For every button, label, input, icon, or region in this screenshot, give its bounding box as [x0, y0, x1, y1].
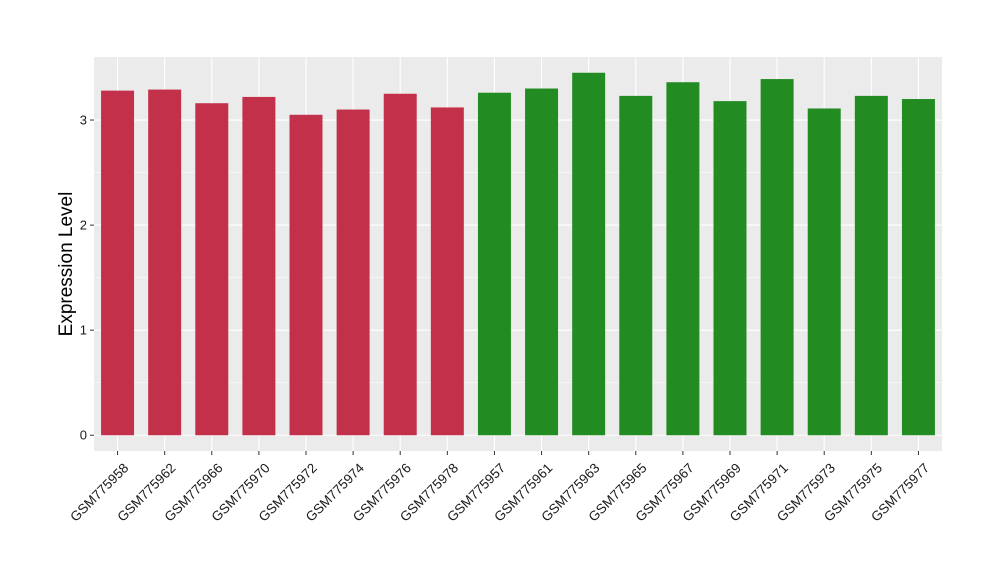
bar	[383, 93, 417, 436]
plot-panel	[94, 57, 942, 451]
bar	[195, 103, 229, 436]
bar	[619, 95, 653, 436]
y-axis: 0 1 2 3	[80, 113, 94, 443]
y-tick-label: 0	[80, 428, 87, 443]
bar	[430, 107, 464, 436]
bar	[525, 88, 559, 436]
bar	[854, 95, 888, 436]
bar	[713, 101, 747, 436]
bar	[101, 90, 135, 436]
bar	[336, 109, 370, 436]
bar	[901, 99, 935, 436]
bar	[242, 96, 276, 436]
bar	[572, 72, 606, 436]
y-tick-label: 2	[80, 218, 87, 233]
bar	[477, 92, 511, 436]
bar	[666, 82, 700, 436]
y-tick-label: 3	[80, 113, 87, 128]
x-axis: GSM775958GSM775962GSM775966GSM775970GSM7…	[67, 451, 932, 525]
bar	[807, 108, 841, 436]
bar	[760, 79, 794, 436]
bar	[289, 114, 323, 436]
y-axis-title: Expression Level	[56, 192, 77, 337]
bars	[101, 72, 935, 436]
bar	[148, 89, 182, 436]
y-tick-label: 1	[80, 323, 87, 338]
